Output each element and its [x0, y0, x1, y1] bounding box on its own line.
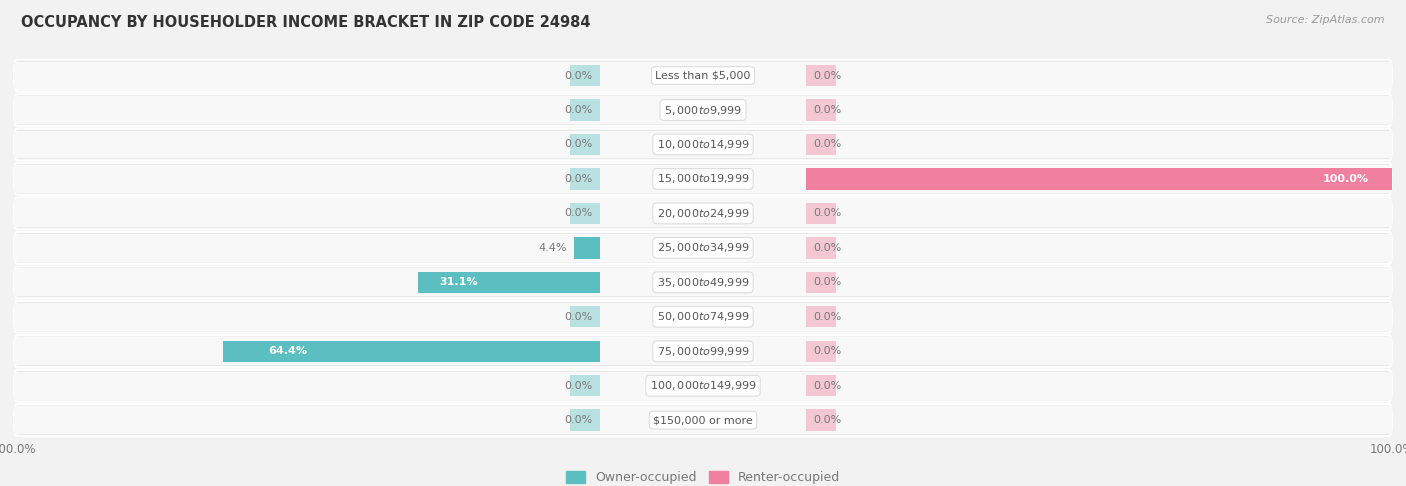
Text: 0.0%: 0.0%: [813, 139, 841, 150]
FancyBboxPatch shape: [14, 94, 1392, 126]
Bar: [807, 99, 835, 121]
Text: $100,000 to $149,999: $100,000 to $149,999: [650, 379, 756, 392]
Bar: [571, 306, 599, 328]
Text: 0.0%: 0.0%: [565, 174, 593, 184]
Text: 0.0%: 0.0%: [813, 105, 841, 115]
FancyBboxPatch shape: [14, 335, 1392, 367]
FancyBboxPatch shape: [14, 232, 1392, 264]
Text: $15,000 to $19,999: $15,000 to $19,999: [657, 173, 749, 186]
Bar: [807, 410, 835, 431]
Bar: [807, 306, 835, 328]
FancyBboxPatch shape: [14, 197, 1392, 229]
Bar: [571, 168, 599, 190]
Text: $25,000 to $34,999: $25,000 to $34,999: [657, 242, 749, 254]
Bar: [807, 237, 835, 259]
Text: 0.0%: 0.0%: [813, 312, 841, 322]
Bar: [571, 65, 599, 86]
Text: 31.1%: 31.1%: [440, 278, 478, 287]
Text: 0.0%: 0.0%: [565, 70, 593, 81]
Text: 64.4%: 64.4%: [267, 346, 307, 356]
Text: 0.0%: 0.0%: [565, 415, 593, 425]
Bar: [14, 372, 1392, 399]
Bar: [14, 131, 1392, 158]
Text: Less than $5,000: Less than $5,000: [655, 70, 751, 81]
Text: $35,000 to $49,999: $35,000 to $49,999: [657, 276, 749, 289]
Text: OCCUPANCY BY HOUSEHOLDER INCOME BRACKET IN ZIP CODE 24984: OCCUPANCY BY HOUSEHOLDER INCOME BRACKET …: [21, 15, 591, 30]
Text: 0.0%: 0.0%: [565, 381, 593, 391]
Bar: [14, 199, 1392, 227]
Text: 0.0%: 0.0%: [565, 105, 593, 115]
FancyBboxPatch shape: [14, 266, 1392, 298]
FancyBboxPatch shape: [14, 404, 1392, 436]
Text: $5,000 to $9,999: $5,000 to $9,999: [664, 104, 742, 117]
Text: $20,000 to $24,999: $20,000 to $24,999: [657, 207, 749, 220]
Text: 100.0%: 100.0%: [1323, 174, 1368, 184]
Bar: [418, 272, 599, 293]
Text: $10,000 to $14,999: $10,000 to $14,999: [657, 138, 749, 151]
FancyBboxPatch shape: [14, 60, 1392, 91]
Text: Source: ZipAtlas.com: Source: ZipAtlas.com: [1267, 15, 1385, 25]
Text: 0.0%: 0.0%: [813, 381, 841, 391]
Text: 0.0%: 0.0%: [565, 139, 593, 150]
Text: 0.0%: 0.0%: [813, 243, 841, 253]
Bar: [807, 65, 835, 86]
Text: 0.0%: 0.0%: [813, 346, 841, 356]
FancyBboxPatch shape: [14, 301, 1392, 332]
Bar: [574, 237, 599, 259]
Bar: [222, 341, 599, 362]
Text: $150,000 or more: $150,000 or more: [654, 415, 752, 425]
Bar: [571, 410, 599, 431]
Bar: [807, 168, 1392, 190]
Text: $50,000 to $74,999: $50,000 to $74,999: [657, 310, 749, 323]
Bar: [571, 203, 599, 224]
Text: 0.0%: 0.0%: [813, 415, 841, 425]
Bar: [807, 375, 835, 397]
Bar: [571, 134, 599, 155]
Legend: Owner-occupied, Renter-occupied: Owner-occupied, Renter-occupied: [567, 471, 839, 484]
Bar: [571, 375, 599, 397]
FancyBboxPatch shape: [14, 129, 1392, 160]
Bar: [14, 406, 1392, 434]
Bar: [807, 341, 835, 362]
FancyBboxPatch shape: [14, 163, 1392, 195]
Bar: [14, 234, 1392, 262]
Bar: [807, 134, 835, 155]
Text: 0.0%: 0.0%: [813, 278, 841, 287]
Text: 4.4%: 4.4%: [538, 243, 567, 253]
Bar: [14, 303, 1392, 331]
Text: 0.0%: 0.0%: [565, 312, 593, 322]
Bar: [807, 203, 835, 224]
Bar: [807, 272, 835, 293]
Bar: [14, 337, 1392, 365]
Text: 0.0%: 0.0%: [565, 208, 593, 218]
Bar: [14, 165, 1392, 193]
Text: 0.0%: 0.0%: [813, 70, 841, 81]
Text: 0.0%: 0.0%: [813, 208, 841, 218]
Bar: [14, 62, 1392, 89]
FancyBboxPatch shape: [14, 370, 1392, 401]
Bar: [14, 268, 1392, 296]
Bar: [14, 96, 1392, 124]
Text: $75,000 to $99,999: $75,000 to $99,999: [657, 345, 749, 358]
Bar: [571, 99, 599, 121]
